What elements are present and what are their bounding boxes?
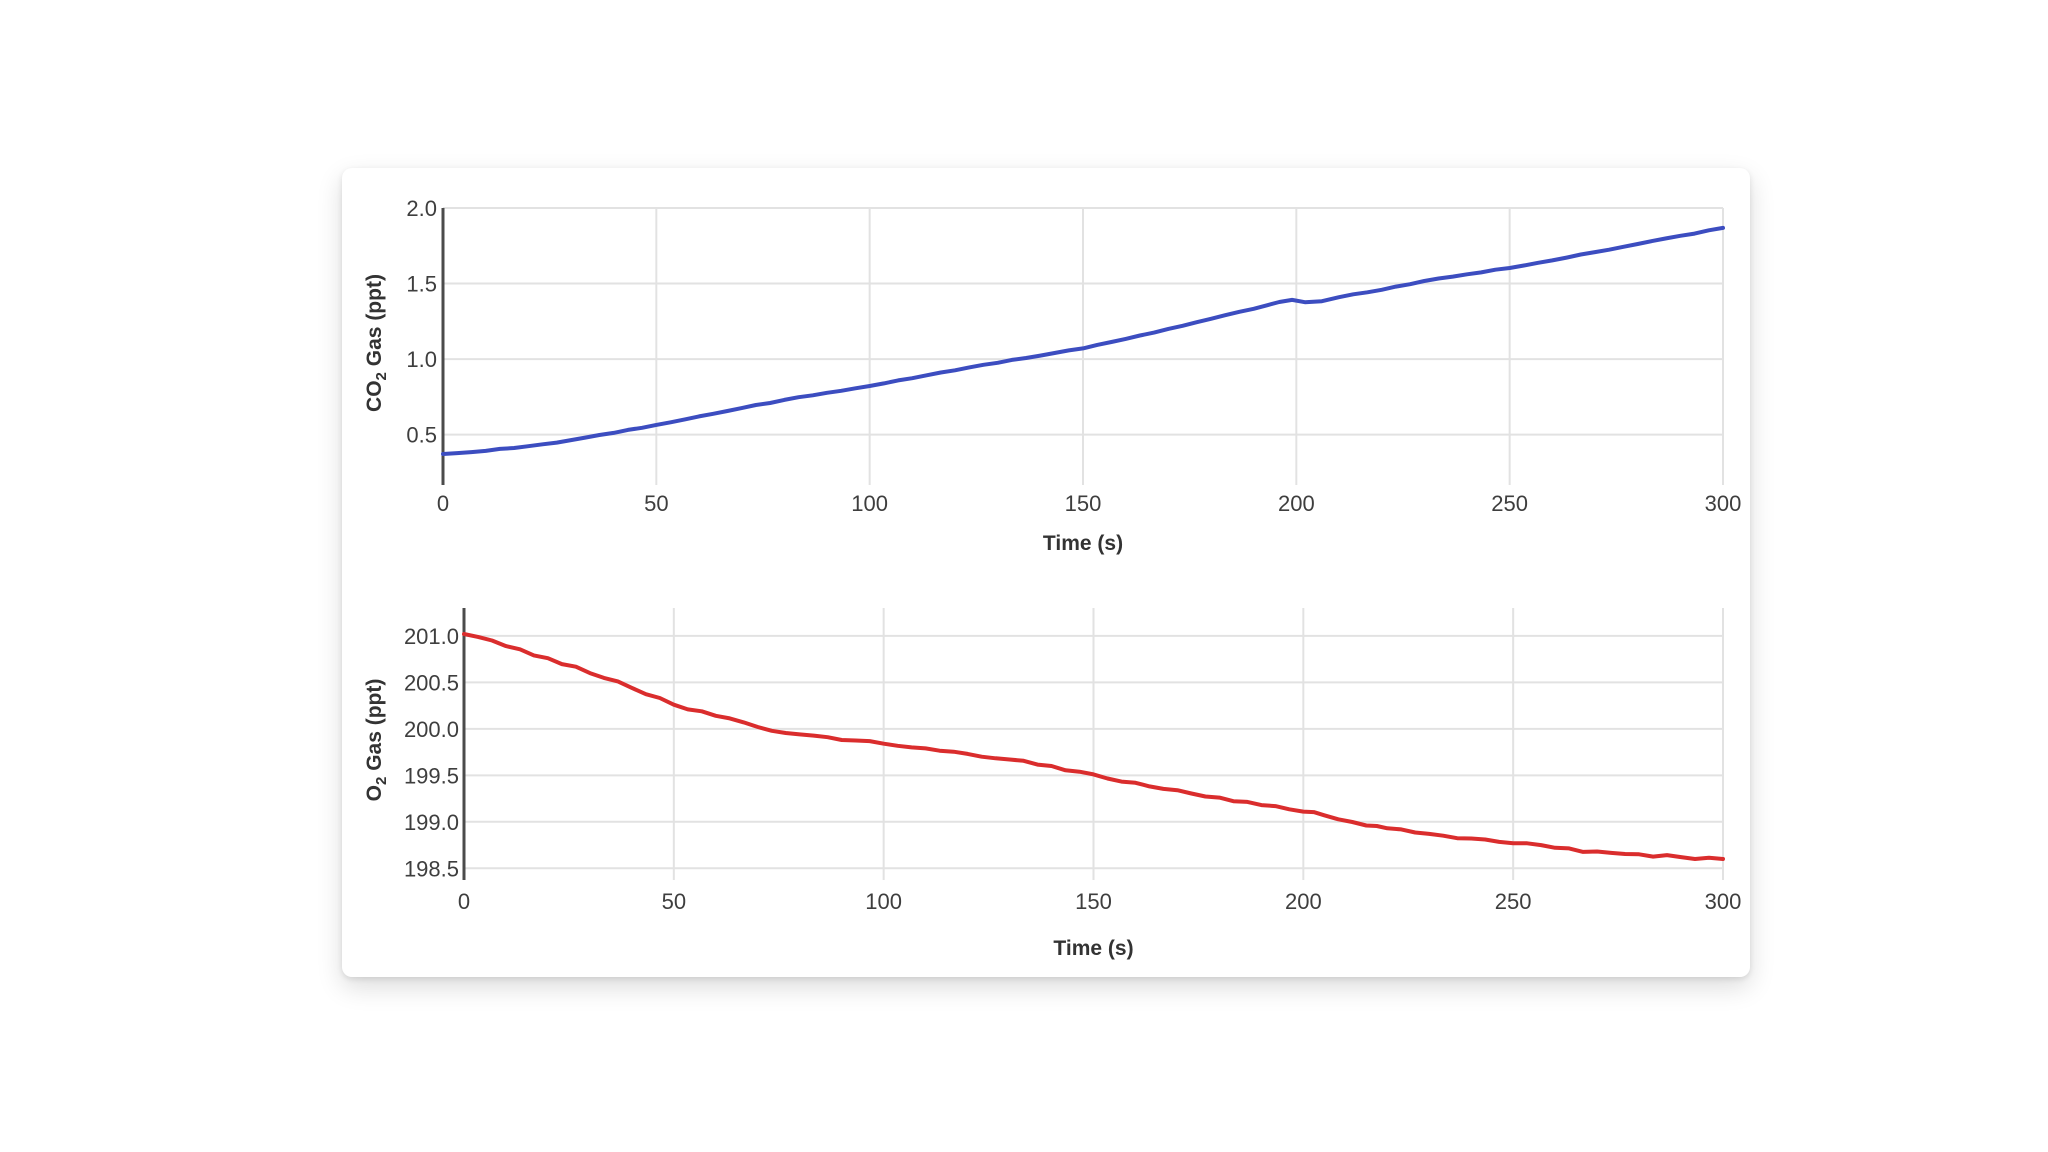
o2-y-tick-label: 199.0 bbox=[404, 810, 459, 835]
co2-x-axis-title: Time (s) bbox=[1042, 532, 1124, 555]
o2-x-tick-label: 100 bbox=[865, 889, 902, 914]
co2-x-tick-label: 300 bbox=[1705, 491, 1742, 516]
o2-x-tick-label: 200 bbox=[1285, 889, 1322, 914]
charts-svg: 0.5 1.0 1.5 2.0 0 50 100 150 200 250 300 198.5 199.0… bbox=[404, 196, 1741, 914]
o2-x-tick-label: 50 bbox=[662, 889, 686, 914]
co2-x-tick-label: 150 bbox=[1065, 491, 1102, 516]
co2-y-tick-label: 0.5 bbox=[406, 423, 437, 448]
co2-y-title-post: Gas (ppt) bbox=[363, 274, 386, 373]
o2-y-tick-label: 200.5 bbox=[404, 670, 459, 695]
co2-y-axis-title: CO2 Gas (ppt) bbox=[360, 193, 390, 493]
o2-y-tick-label: 200.0 bbox=[404, 717, 459, 742]
o2-x-tick-label: 0 bbox=[458, 889, 470, 914]
o2-x-tick-label: 250 bbox=[1495, 889, 1532, 914]
co2-x-tick-label: 0 bbox=[437, 491, 449, 516]
co2-y-title-pre: CO bbox=[363, 380, 386, 412]
o2-y-title-post: Gas (ppt) bbox=[363, 678, 386, 777]
o2-x-tick-label: 300 bbox=[1705, 889, 1742, 914]
co2-y-title-sub: 2 bbox=[373, 372, 391, 381]
co2-line bbox=[441, 225, 1725, 456]
o2-y-tick-label: 198.5 bbox=[404, 856, 459, 881]
o2-y-tick-label: 201.0 bbox=[404, 624, 459, 649]
co2-y-tick-label: 2.0 bbox=[406, 196, 437, 221]
o2-line bbox=[462, 632, 1725, 861]
o2-x-tick-label: 150 bbox=[1075, 889, 1112, 914]
o2-y-axis-title: O2 Gas (ppt) bbox=[360, 590, 390, 890]
o2-chart: 198.5 199.0 199.5 200.0 200.5 201.0 0 50 100 150 2… bbox=[404, 608, 1741, 914]
co2-y-tick-label: 1.5 bbox=[406, 272, 437, 297]
co2-y-tick-label: 1.0 bbox=[406, 347, 437, 372]
o2-y-title-sub: 2 bbox=[373, 776, 391, 786]
chart-card: 0.5 1.0 1.5 2.0 0 50 100 150 200 250 300 198.5 199.0… bbox=[342, 168, 1750, 977]
o2-x-axis-title: Time (s) bbox=[1053, 937, 1134, 960]
o2-y-title-pre: O bbox=[363, 785, 386, 802]
co2-x-tick-label: 100 bbox=[851, 491, 888, 516]
co2-chart: 0.5 1.0 1.5 2.0 0 50 100 150 200 250 300 bbox=[406, 196, 1741, 516]
o2-y-tick-label: 199.5 bbox=[404, 763, 459, 788]
co2-x-tick-label: 50 bbox=[644, 491, 668, 516]
co2-x-tick-label: 200 bbox=[1278, 491, 1315, 516]
co2-x-tick-label: 250 bbox=[1491, 491, 1528, 516]
